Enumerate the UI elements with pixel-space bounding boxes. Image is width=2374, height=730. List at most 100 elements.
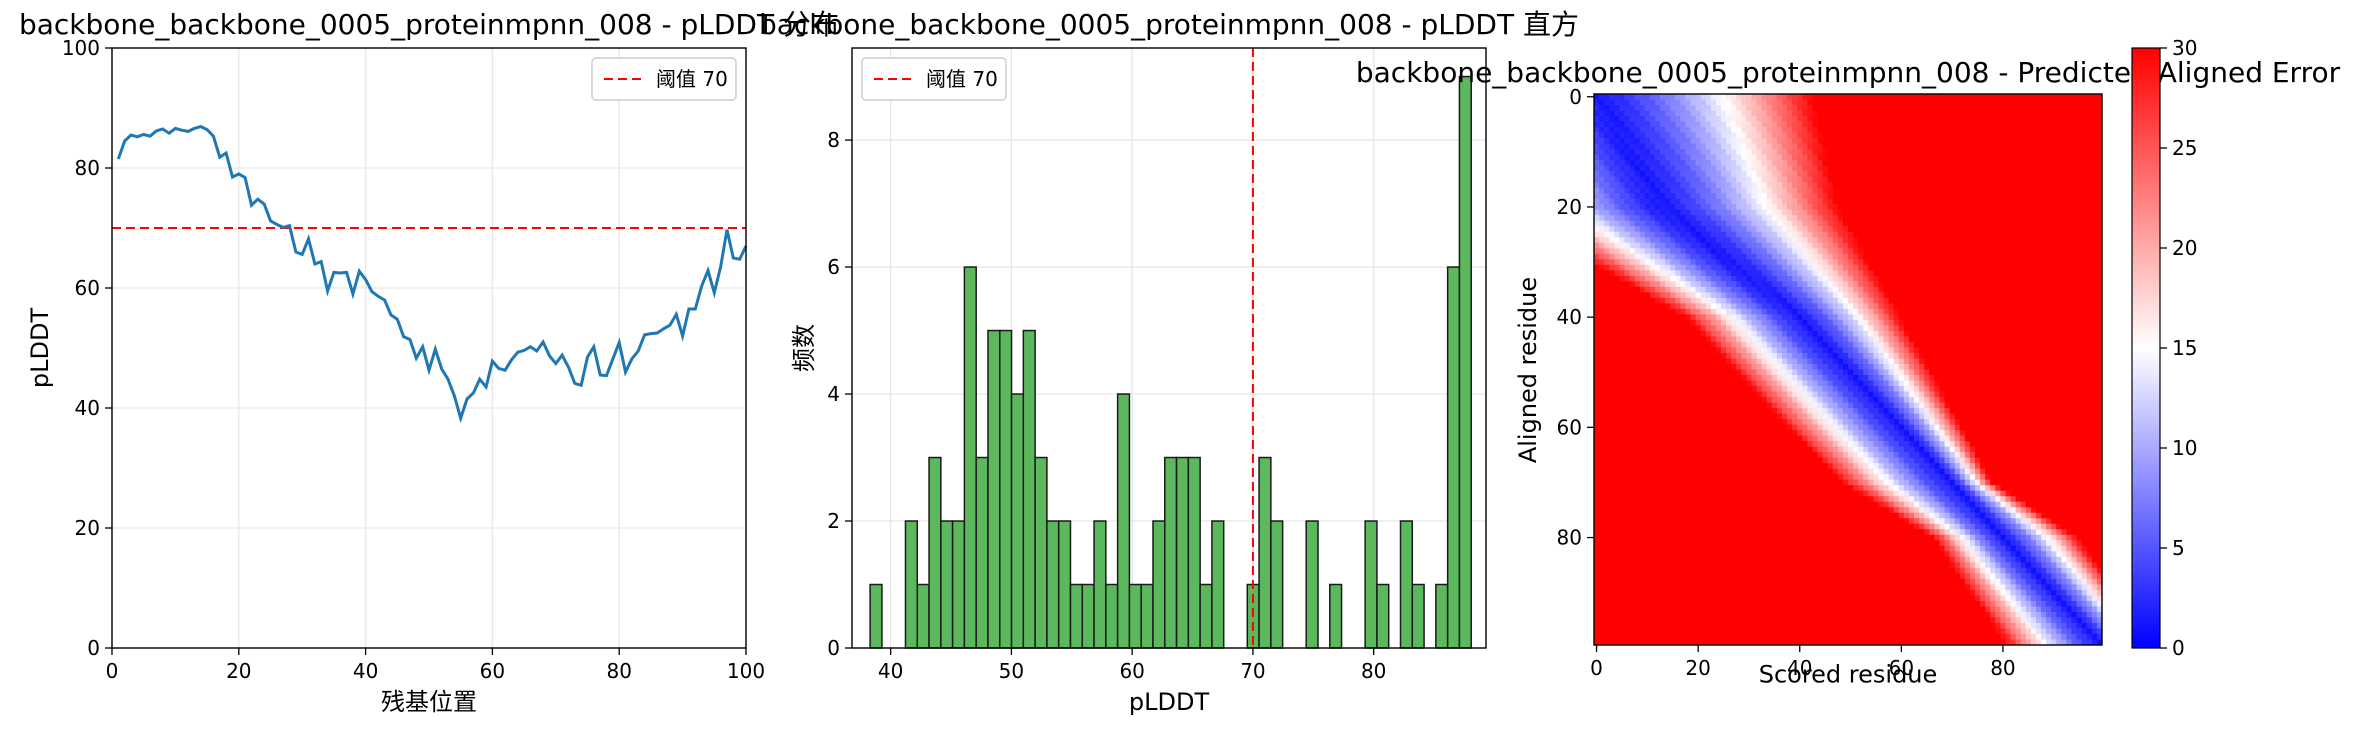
pae-cell (2076, 171, 2083, 178)
pae-cell (1908, 149, 1915, 156)
pae-cell (1594, 176, 1600, 183)
pae-cell (2000, 105, 2006, 111)
pae-cell (1964, 138, 1971, 144)
pae-cell (1670, 110, 1676, 117)
pae-cell (1715, 226, 1722, 233)
pae-cell (1863, 99, 1869, 106)
pae-cell (1624, 99, 1630, 106)
pae-cell (1721, 94, 1727, 100)
pae-cell (1644, 138, 1651, 144)
pae-cell (1812, 292, 1818, 299)
pae-cell (1812, 358, 1818, 365)
hist-bar (928, 456, 942, 649)
pae-cell (1919, 176, 1925, 183)
pae-cell (1629, 314, 1636, 321)
pae-cell (1842, 121, 1849, 128)
pae-cell (1700, 209, 1707, 216)
pae-cell (1873, 209, 1879, 216)
pae-cell (1827, 242, 1834, 249)
pae-cell (1944, 143, 1950, 150)
pae-cell (2035, 132, 2042, 139)
pae-cell (1914, 237, 1920, 244)
pae-cell (1827, 171, 1834, 178)
pae-cell (1842, 358, 1849, 365)
pae-cell (1929, 143, 1935, 150)
pae-cell (1624, 297, 1630, 304)
pae-cell (1954, 110, 1961, 117)
pae-cell (1827, 132, 1834, 139)
pae-cell (2086, 99, 2093, 106)
pae-cell (2091, 308, 2098, 315)
pae-cell (1614, 176, 1620, 183)
pae-cell (2061, 215, 2067, 222)
pae-cell (2041, 253, 2047, 260)
pae-cell (2035, 325, 2042, 332)
pae-cell (2081, 121, 2088, 128)
pae-cell (1604, 143, 1610, 150)
pae-cell (1817, 127, 1823, 133)
pae-cell (1761, 275, 1768, 282)
pae-cell (1832, 259, 1839, 266)
pae-cell (2096, 281, 2103, 288)
pae-cell (1868, 292, 1874, 299)
pae-cell (1619, 204, 1625, 211)
pae-cell (1934, 341, 1940, 348)
pae-cell (1609, 270, 1615, 277)
pae-cell (1675, 182, 1681, 189)
pae-cell (1766, 253, 1773, 260)
pae-cell (1761, 94, 1768, 100)
pae-cell (1944, 182, 1950, 189)
pae-cell (1964, 171, 1971, 178)
pae-cell (2076, 319, 2083, 326)
pae-cell (1751, 231, 1757, 238)
pae-cell (1781, 182, 1788, 189)
pae-cell (1599, 187, 1605, 194)
pae-cell (1736, 248, 1742, 255)
pae-cell (1832, 341, 1839, 348)
pae-cell (1995, 352, 2001, 359)
pae-cell (1842, 182, 1849, 189)
pae-cell (1995, 308, 2001, 315)
pae-cell (1944, 226, 1950, 233)
pae-cell (1619, 264, 1625, 271)
pae-cell (1949, 297, 1956, 304)
pae-cell (1751, 286, 1757, 293)
pae-cell (1853, 121, 1859, 128)
pae-cell (2025, 121, 2032, 128)
pae-cell (2051, 286, 2057, 293)
pae-cell (1614, 341, 1620, 348)
pae-cell (1964, 237, 1971, 244)
pae-cell (2086, 154, 2093, 161)
pae-cell (1781, 154, 1788, 161)
pae-cell (1853, 259, 1859, 266)
pae-cell (2081, 187, 2088, 194)
pae-cell (1975, 308, 1981, 315)
pae-cell (1715, 341, 1722, 348)
pae-cell (1629, 341, 1636, 348)
pae-cell (1822, 165, 1829, 172)
pae-cell (1781, 193, 1788, 200)
pae-cell (1787, 226, 1793, 233)
pae-cell (1985, 303, 1991, 310)
pae-cell (1614, 286, 1620, 293)
pae-cell (1807, 270, 1813, 277)
pae-cell (1924, 303, 1930, 310)
pae-cell (1781, 127, 1788, 133)
pae-cell (1751, 352, 1757, 359)
pae-cell (1964, 308, 1971, 315)
pae-cell (2000, 231, 2006, 238)
pae-cell (1761, 160, 1768, 167)
pae-cell (1934, 215, 1940, 222)
pae-cell (2015, 121, 2022, 128)
pae-cell (1619, 193, 1625, 200)
pae-cell (2041, 220, 2047, 227)
pae-cell (1705, 215, 1712, 222)
pae-cell (2071, 352, 2077, 359)
pae-cell (1792, 215, 1798, 222)
pae-cell (1644, 242, 1651, 249)
pae-cell (1741, 319, 1747, 326)
pae-cell (1721, 154, 1727, 161)
pae-cell (1893, 341, 1900, 348)
pae-cell (1985, 193, 1991, 200)
pae-cell (1771, 182, 1778, 189)
